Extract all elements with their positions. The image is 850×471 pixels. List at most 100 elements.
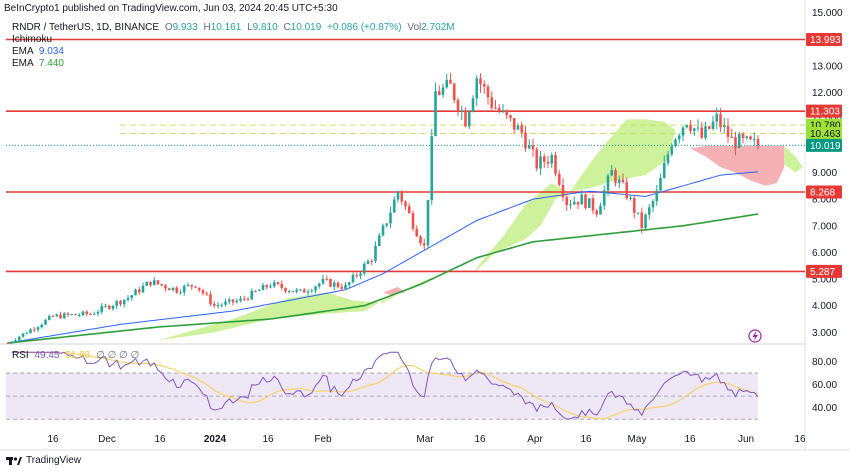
- candle-body: [332, 282, 336, 287]
- candle-body: [47, 315, 51, 320]
- candle-body: [130, 295, 134, 299]
- ema-slow-line: [7, 213, 759, 344]
- candle-body: [197, 287, 201, 291]
- publisher-line: BeInCrypto1 published on TradingView.com…: [4, 3, 338, 14]
- candle-body: [295, 289, 299, 292]
- candle-body: [595, 210, 599, 215]
- level-price-tag: 13.993: [810, 35, 841, 46]
- candle-body: [666, 154, 670, 163]
- candle-body: [692, 128, 696, 131]
- candle-body: [696, 127, 700, 129]
- candle-body: [21, 333, 25, 337]
- candle-body: [85, 311, 89, 314]
- candle-body: [389, 212, 392, 224]
- candle-body: [494, 107, 497, 109]
- candle-body: [647, 207, 651, 215]
- candle-body: [441, 87, 445, 95]
- candle-body: [280, 283, 284, 289]
- candle-body: [674, 139, 677, 147]
- low-label: L: [247, 22, 253, 33]
- candle-body: [614, 170, 617, 184]
- time-tick-label: 16: [794, 434, 806, 445]
- candle-body: [689, 124, 692, 131]
- time-tick-label: 16: [474, 434, 486, 445]
- candle-body: [475, 78, 479, 99]
- candle-body: [467, 111, 471, 127]
- candle-body: [284, 288, 287, 292]
- candle-body: [55, 314, 59, 317]
- price-tick-label: 3.000: [812, 328, 837, 339]
- candle-body: [66, 313, 70, 315]
- candle-body: [704, 126, 707, 138]
- time-tick-label: 2024: [204, 434, 227, 445]
- open-value: 9.933: [172, 22, 198, 33]
- level-price-tag-bg: [806, 104, 842, 118]
- candle-body: [497, 107, 501, 112]
- candle-body: [62, 313, 66, 319]
- time-tick-label: Feb: [314, 434, 332, 445]
- price-tick-label: 7.000: [812, 221, 837, 232]
- candle-body: [167, 288, 171, 291]
- ichimoku-legend[interactable]: Ichimoku: [12, 34, 52, 45]
- candle-body: [617, 179, 621, 184]
- candle-body: [344, 284, 347, 289]
- candle-body: [542, 156, 546, 162]
- candle-body: [29, 329, 32, 334]
- candle-body: [269, 286, 272, 288]
- candle-body: [734, 137, 737, 148]
- ema-slow-legend[interactable]: EMA 7.440: [12, 58, 64, 69]
- candle-body: [299, 289, 302, 291]
- candle-body: [265, 284, 269, 288]
- time-tick-label: Dec: [98, 434, 116, 445]
- candle-body: [490, 97, 494, 108]
- candle-body: [242, 298, 246, 300]
- low-value: 9.810: [252, 22, 278, 33]
- price-tick-label: 13.000: [812, 61, 843, 72]
- rsi-tick-label: 80.00: [812, 357, 837, 368]
- ema-slow-label: EMA: [12, 58, 34, 69]
- candle-body: [141, 285, 145, 293]
- brand-name: TradingView: [26, 455, 82, 466]
- candle-body: [250, 290, 254, 300]
- symbol-label[interactable]: RNDR / TetherUS, 1D, BINANCE: [12, 22, 160, 33]
- candle-body: [411, 213, 415, 229]
- level-price-tag-bg: [806, 127, 842, 141]
- rsi-extra: ∅ ∅ ∅ ∅: [96, 350, 140, 361]
- level-price-tag: 10.463: [810, 129, 841, 140]
- candle-body: [179, 292, 182, 294]
- candle-body: [122, 299, 126, 305]
- candle-body: [51, 315, 55, 317]
- ema-fast-legend[interactable]: EMA 9.034: [12, 46, 64, 57]
- candle-body: [351, 274, 355, 283]
- candle-body: [482, 84, 486, 87]
- candle-body: [430, 136, 434, 200]
- candle-body: [512, 118, 516, 130]
- candle-body: [100, 305, 104, 312]
- candle-body: [209, 294, 212, 304]
- time-tick-label: 16: [154, 434, 166, 445]
- flash-icon[interactable]: [748, 329, 762, 343]
- candle-body: [659, 177, 662, 191]
- candle-body: [407, 206, 411, 214]
- candle-body: [722, 125, 726, 128]
- open-label: O: [164, 22, 173, 33]
- candle-body: [580, 194, 584, 205]
- candle-body: [752, 139, 756, 141]
- candle-body: [396, 191, 400, 200]
- candle-body: [36, 327, 40, 330]
- volume-value: 2.702M: [421, 22, 455, 33]
- candle-body: [730, 136, 734, 138]
- candle-body: [377, 235, 381, 246]
- candle-body: [257, 290, 261, 292]
- candle-body: [419, 236, 422, 244]
- tradingview-brand[interactable]: TradingView: [6, 455, 81, 466]
- candle-body: [220, 304, 224, 306]
- rsi-legend[interactable]: RSI 49.45 51.88 ∅ ∅ ∅ ∅: [12, 350, 139, 361]
- last-price-tag-bg: [806, 138, 842, 152]
- rsi-label: RSI: [12, 350, 29, 361]
- candle-body: [437, 91, 441, 95]
- kumo-bull-2: [473, 183, 571, 274]
- candle-body: [321, 278, 325, 284]
- candle-body: [711, 121, 715, 129]
